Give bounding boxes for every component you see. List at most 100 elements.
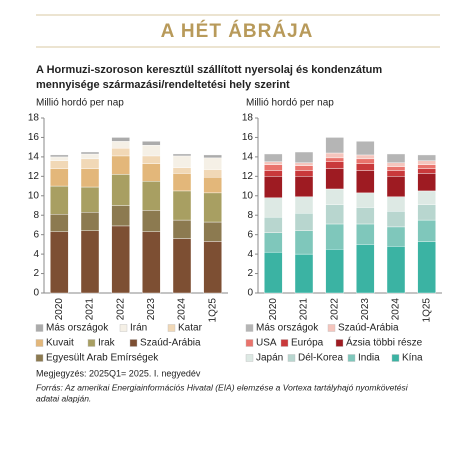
bar-segment [356,223,375,245]
source: Forrás: Az amerikai Energiainformációs H… [36,382,409,392]
bar-segment [356,192,375,208]
bar-segment [325,137,344,154]
bar-segment [386,176,406,197]
bar-segment [172,219,192,239]
bar-segment [294,165,314,171]
bar-segment [294,151,314,163]
bar-segment [325,188,344,205]
bar-segment [264,153,283,162]
bar-segment [325,223,344,250]
x-tick-label: 2021 [85,298,96,321]
legend-label: Katar [178,323,203,334]
bar-segment [50,214,69,232]
bar-segment [294,253,314,294]
legend-swatch [391,354,400,362]
legend-swatch [245,324,254,332]
bar-segment [80,212,100,231]
legend-label: Európa [291,338,324,349]
y-tick-label: 10 [242,190,254,201]
y-tick-label: 14 [28,152,40,163]
bar-segment [294,170,314,177]
y-tick-label: 0 [33,288,39,299]
bar-segment [111,225,130,294]
y-tick-label: 10 [28,190,40,201]
legend-swatch [245,339,254,347]
bar-segment [50,168,69,187]
title: mennyisége származási/rendeltetési hely … [36,79,290,91]
legend-label: Szaúd-Arábia [140,338,201,349]
legend-swatch [167,324,176,332]
x-tick-label: 1Q25 [421,298,432,323]
legend-swatch [327,324,336,332]
bar-segment [111,137,130,142]
y-tick-label: 2 [247,268,253,279]
bar-segment [50,154,69,158]
bar-segment [356,158,375,164]
legend-label: Irak [98,338,116,349]
bar-segment [356,244,375,294]
bar-segment [417,160,436,165]
y-tick-label: 4 [247,249,253,260]
bar-segment [356,163,375,171]
bar-segment [294,162,314,166]
x-tick-label: 2022 [115,298,126,321]
bar-segment [264,251,283,294]
y-tick-label: 8 [247,210,253,221]
bar-segment [417,164,436,169]
bar-segment [294,176,314,197]
bar-segment [203,169,222,178]
legend-label: Kuvait [46,338,74,349]
legend-swatch [35,339,44,347]
y-tick-label: 16 [28,132,40,143]
legend-swatch [280,339,289,347]
bar-segment [203,241,222,294]
legend-swatch [35,354,44,362]
bar-segment [142,180,161,211]
bar-segment [325,157,344,162]
legend-label: USA [256,338,277,349]
bar-segment [294,196,314,214]
x-tick-label: 2023 [360,298,371,321]
bar-segment [264,216,283,233]
bar-segment [50,231,69,294]
bar-segment [264,170,283,177]
bar-segment [417,204,436,221]
legend-swatch [35,324,44,332]
legend-swatch [119,324,128,332]
y-tick-label: 18 [28,113,40,124]
bar-segment [356,170,375,194]
legend-swatch [129,339,138,347]
legend-swatch [287,354,296,362]
legend-label: Szaúd-Arábia [338,323,399,334]
bar-segment [172,153,192,157]
bar-segment [80,151,100,155]
bar-segment [80,168,100,188]
bar-segment [356,207,375,225]
bar-segment [356,154,375,160]
legend-swatch [347,354,356,362]
y-tick-label: 8 [33,210,39,221]
y-tick-label: 12 [28,171,40,182]
x-tick-label: 2022 [329,298,340,321]
x-tick-label: 2023 [146,298,157,321]
bar-segment [80,186,100,213]
bar-segment [264,197,283,218]
bar-segment [356,141,375,156]
bar-segment [294,213,314,231]
bar-segment [386,170,406,177]
bar-segment [142,231,161,294]
bar-segment [111,174,130,206]
bar-segment [294,230,314,255]
bar-segment [203,157,222,170]
bar-segment [264,176,283,198]
bar-segment [172,190,192,221]
bar-segment [142,210,161,232]
bar-segment [386,166,406,171]
legend-label: Kína [402,353,423,364]
bar-segment [264,161,283,165]
bar-segment [417,241,436,294]
bar-segment [386,162,406,167]
legend-label: Ázsia többi része [346,336,423,349]
bar-segment [325,204,344,225]
